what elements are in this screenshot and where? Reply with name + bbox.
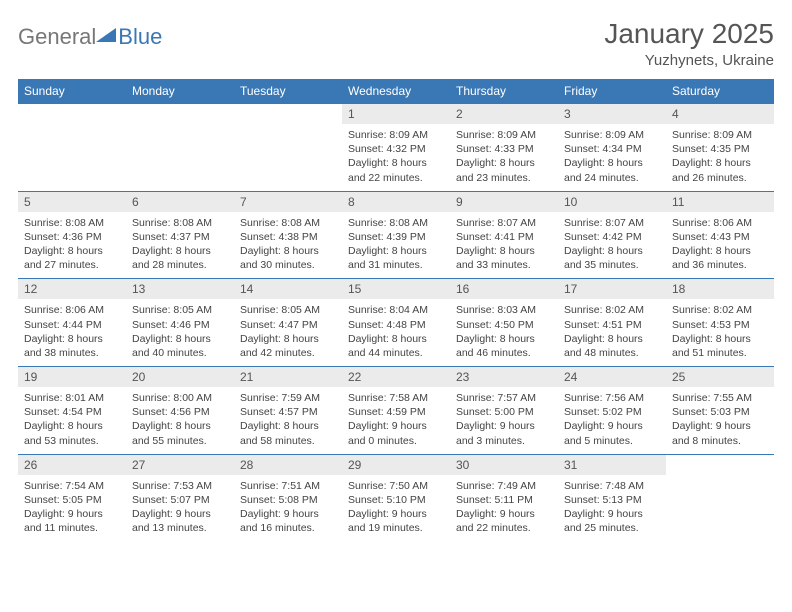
day-number-cell	[18, 104, 126, 125]
day-info-cell: Sunrise: 7:49 AMSunset: 5:11 PMDaylight:…	[450, 475, 558, 542]
day-number-cell: 20	[126, 367, 234, 388]
day-number-cell: 5	[18, 191, 126, 212]
day-number-cell: 11	[666, 191, 774, 212]
day-number-cell: 3	[558, 104, 666, 125]
day-info-cell: Sunrise: 8:02 AMSunset: 4:51 PMDaylight:…	[558, 299, 666, 366]
day-number-row: 262728293031	[18, 454, 774, 475]
weekday-header: Tuesday	[234, 79, 342, 104]
day-number-cell: 1	[342, 104, 450, 125]
day-info-cell: Sunrise: 7:54 AMSunset: 5:05 PMDaylight:…	[18, 475, 126, 542]
day-number-cell: 9	[450, 191, 558, 212]
day-number-cell	[126, 104, 234, 125]
day-number-cell: 30	[450, 454, 558, 475]
day-number-cell: 16	[450, 279, 558, 300]
day-info-cell: Sunrise: 8:06 AMSunset: 4:44 PMDaylight:…	[18, 299, 126, 366]
day-info-cell: Sunrise: 8:07 AMSunset: 4:42 PMDaylight:…	[558, 212, 666, 279]
day-info-cell: Sunrise: 7:53 AMSunset: 5:07 PMDaylight:…	[126, 475, 234, 542]
day-info-cell: Sunrise: 7:51 AMSunset: 5:08 PMDaylight:…	[234, 475, 342, 542]
day-info-cell: Sunrise: 8:08 AMSunset: 4:39 PMDaylight:…	[342, 212, 450, 279]
day-info-cell: Sunrise: 8:09 AMSunset: 4:33 PMDaylight:…	[450, 124, 558, 191]
brand-part1: General	[18, 24, 96, 50]
day-number-cell: 10	[558, 191, 666, 212]
day-number-cell: 17	[558, 279, 666, 300]
day-number-cell: 14	[234, 279, 342, 300]
day-info-cell: Sunrise: 8:04 AMSunset: 4:48 PMDaylight:…	[342, 299, 450, 366]
day-number-cell: 25	[666, 367, 774, 388]
day-number-cell	[666, 454, 774, 475]
day-info-cell: Sunrise: 8:02 AMSunset: 4:53 PMDaylight:…	[666, 299, 774, 366]
day-number-cell: 18	[666, 279, 774, 300]
day-info-cell: Sunrise: 8:09 AMSunset: 4:34 PMDaylight:…	[558, 124, 666, 191]
day-number-cell: 27	[126, 454, 234, 475]
day-info-cell	[666, 475, 774, 542]
weekday-header: Friday	[558, 79, 666, 104]
day-info-cell: Sunrise: 8:09 AMSunset: 4:32 PMDaylight:…	[342, 124, 450, 191]
day-number-cell: 7	[234, 191, 342, 212]
page-header: General Blue January 2025 Yuzhynets, Ukr…	[18, 18, 774, 69]
day-number-cell: 26	[18, 454, 126, 475]
calendar-table: SundayMondayTuesdayWednesdayThursdayFrid…	[18, 79, 774, 541]
day-info-cell: Sunrise: 7:48 AMSunset: 5:13 PMDaylight:…	[558, 475, 666, 542]
day-info-cell: Sunrise: 7:57 AMSunset: 5:00 PMDaylight:…	[450, 387, 558, 454]
day-info-cell: Sunrise: 8:08 AMSunset: 4:36 PMDaylight:…	[18, 212, 126, 279]
weekday-header: Sunday	[18, 79, 126, 104]
day-info-cell	[126, 124, 234, 191]
calendar-page: General Blue January 2025 Yuzhynets, Ukr…	[0, 0, 792, 541]
day-info-row: Sunrise: 8:01 AMSunset: 4:54 PMDaylight:…	[18, 387, 774, 454]
day-number-row: 1234	[18, 104, 774, 125]
day-number-cell: 29	[342, 454, 450, 475]
month-title: January 2025	[604, 18, 774, 50]
day-info-cell: Sunrise: 8:01 AMSunset: 4:54 PMDaylight:…	[18, 387, 126, 454]
location-title: Yuzhynets, Ukraine	[604, 52, 774, 69]
day-info-cell	[18, 124, 126, 191]
day-info-row: Sunrise: 8:06 AMSunset: 4:44 PMDaylight:…	[18, 299, 774, 366]
day-number-row: 19202122232425	[18, 367, 774, 388]
day-info-cell: Sunrise: 8:07 AMSunset: 4:41 PMDaylight:…	[450, 212, 558, 279]
day-number-cell: 24	[558, 367, 666, 388]
day-number-cell: 28	[234, 454, 342, 475]
day-number-cell: 12	[18, 279, 126, 300]
day-number-cell: 21	[234, 367, 342, 388]
brand-part2: Blue	[118, 24, 162, 50]
day-number-cell: 6	[126, 191, 234, 212]
day-number-cell: 4	[666, 104, 774, 125]
day-number-cell: 22	[342, 367, 450, 388]
brand-logo: General Blue	[18, 18, 162, 50]
day-number-cell: 8	[342, 191, 450, 212]
day-number-cell: 13	[126, 279, 234, 300]
day-info-cell	[234, 124, 342, 191]
day-number-cell: 19	[18, 367, 126, 388]
day-info-cell: Sunrise: 8:08 AMSunset: 4:37 PMDaylight:…	[126, 212, 234, 279]
day-info-row: Sunrise: 8:09 AMSunset: 4:32 PMDaylight:…	[18, 124, 774, 191]
calendar-body: 1234Sunrise: 8:09 AMSunset: 4:32 PMDayli…	[18, 104, 774, 542]
weekday-header: Saturday	[666, 79, 774, 104]
day-info-cell: Sunrise: 7:56 AMSunset: 5:02 PMDaylight:…	[558, 387, 666, 454]
weekday-header-row: SundayMondayTuesdayWednesdayThursdayFrid…	[18, 79, 774, 104]
day-info-row: Sunrise: 8:08 AMSunset: 4:36 PMDaylight:…	[18, 212, 774, 279]
day-number-cell	[234, 104, 342, 125]
weekday-header: Wednesday	[342, 79, 450, 104]
day-info-cell: Sunrise: 8:00 AMSunset: 4:56 PMDaylight:…	[126, 387, 234, 454]
day-number-row: 567891011	[18, 191, 774, 212]
day-info-cell: Sunrise: 8:03 AMSunset: 4:50 PMDaylight:…	[450, 299, 558, 366]
day-info-cell: Sunrise: 7:50 AMSunset: 5:10 PMDaylight:…	[342, 475, 450, 542]
day-number-cell: 23	[450, 367, 558, 388]
day-info-cell: Sunrise: 8:09 AMSunset: 4:35 PMDaylight:…	[666, 124, 774, 191]
title-block: January 2025 Yuzhynets, Ukraine	[604, 18, 774, 69]
day-info-cell: Sunrise: 8:06 AMSunset: 4:43 PMDaylight:…	[666, 212, 774, 279]
day-info-cell: Sunrise: 7:55 AMSunset: 5:03 PMDaylight:…	[666, 387, 774, 454]
day-number-cell: 15	[342, 279, 450, 300]
day-info-row: Sunrise: 7:54 AMSunset: 5:05 PMDaylight:…	[18, 475, 774, 542]
day-info-cell: Sunrise: 8:05 AMSunset: 4:47 PMDaylight:…	[234, 299, 342, 366]
day-number-cell: 31	[558, 454, 666, 475]
sail-icon	[96, 28, 116, 42]
weekday-header: Monday	[126, 79, 234, 104]
weekday-header: Thursday	[450, 79, 558, 104]
day-number-row: 12131415161718	[18, 279, 774, 300]
day-info-cell: Sunrise: 8:05 AMSunset: 4:46 PMDaylight:…	[126, 299, 234, 366]
day-info-cell: Sunrise: 7:59 AMSunset: 4:57 PMDaylight:…	[234, 387, 342, 454]
day-info-cell: Sunrise: 7:58 AMSunset: 4:59 PMDaylight:…	[342, 387, 450, 454]
day-info-cell: Sunrise: 8:08 AMSunset: 4:38 PMDaylight:…	[234, 212, 342, 279]
day-number-cell: 2	[450, 104, 558, 125]
